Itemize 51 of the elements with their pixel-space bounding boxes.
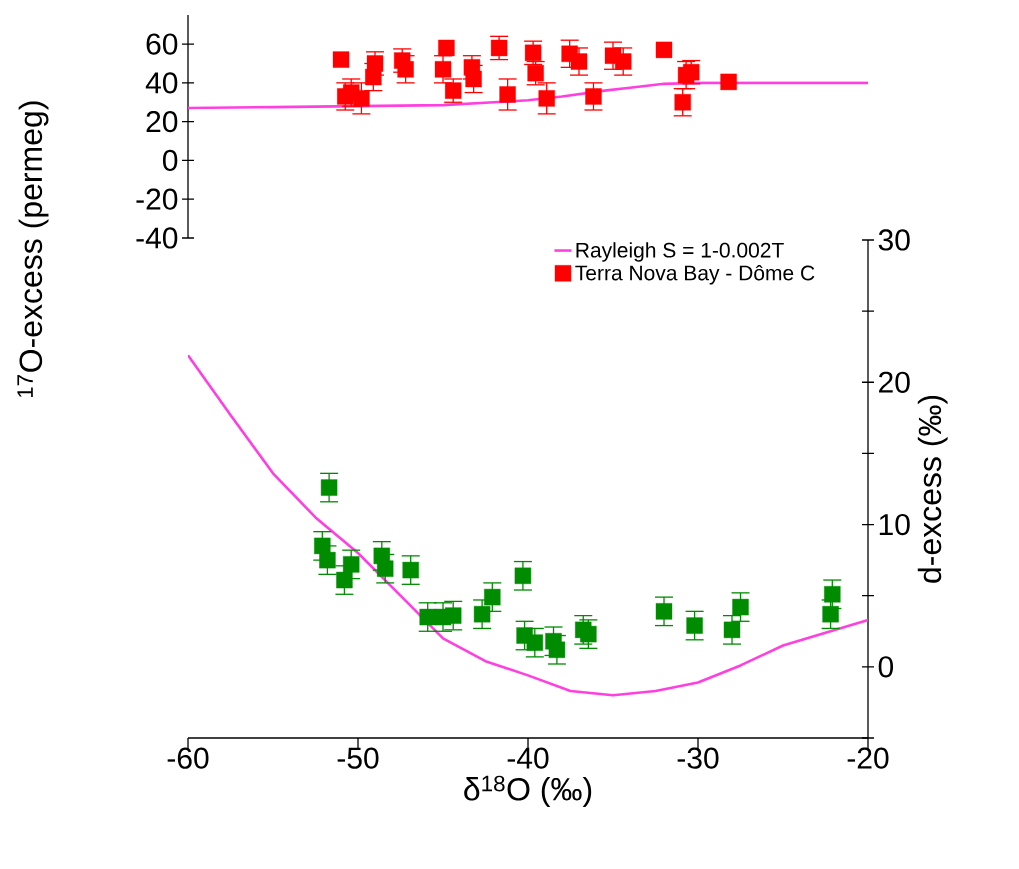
point bbox=[822, 606, 839, 623]
point bbox=[732, 598, 749, 616]
line-series bbox=[188, 353, 868, 697]
point bbox=[419, 608, 436, 626]
x-tick-label: -40 bbox=[507, 747, 549, 769]
y-tick-label: -20 bbox=[136, 188, 178, 210]
point bbox=[548, 641, 566, 658]
point bbox=[723, 621, 741, 639]
point bbox=[686, 617, 703, 634]
y-tick-label: 40 bbox=[145, 72, 178, 94]
point bbox=[320, 479, 338, 496]
point bbox=[343, 556, 360, 573]
point bbox=[538, 90, 555, 107]
legend-label: Terra Nova Bay - Dôme C bbox=[575, 264, 815, 285]
point bbox=[434, 61, 452, 78]
y-axis-title: $^{17}$O-excess (permeg) bbox=[17, 101, 49, 398]
point bbox=[336, 571, 353, 589]
point bbox=[484, 588, 501, 606]
point bbox=[674, 94, 691, 111]
point bbox=[402, 561, 419, 579]
y-axis-title: d-excess (‰) bbox=[917, 395, 948, 583]
x-tick-label: -50 bbox=[337, 747, 379, 769]
point bbox=[720, 73, 737, 91]
point bbox=[683, 64, 700, 81]
point bbox=[319, 551, 336, 569]
point bbox=[438, 39, 455, 57]
y-tick-label: 20 bbox=[146, 111, 178, 133]
point bbox=[377, 560, 394, 577]
x-tick-label: -30 bbox=[677, 747, 719, 769]
y-tick-label: -40 bbox=[136, 227, 178, 249]
x-axis-title: δ$^{18}$O (‰) bbox=[464, 775, 592, 807]
y-tick-label: 30 bbox=[878, 229, 910, 251]
point bbox=[332, 51, 350, 68]
y-tick-label: 0 bbox=[878, 656, 894, 678]
y-tick-label: 10 bbox=[879, 513, 910, 536]
point bbox=[473, 606, 491, 623]
x-tick-label: -60 bbox=[167, 747, 209, 769]
point bbox=[499, 86, 516, 103]
point bbox=[397, 61, 414, 78]
point bbox=[524, 44, 542, 61]
point bbox=[585, 88, 602, 105]
point bbox=[445, 607, 462, 624]
y-tick-label: 0 bbox=[162, 149, 178, 172]
point bbox=[824, 586, 841, 603]
x-tick-label: -20 bbox=[847, 747, 889, 769]
point bbox=[655, 603, 673, 620]
point bbox=[655, 41, 673, 59]
y-tick-label: 20 bbox=[879, 371, 910, 393]
y-tick-label: 60 bbox=[146, 33, 178, 55]
point bbox=[514, 567, 532, 584]
legend-label: Rayleigh S = 1-0.002T bbox=[576, 242, 784, 262]
